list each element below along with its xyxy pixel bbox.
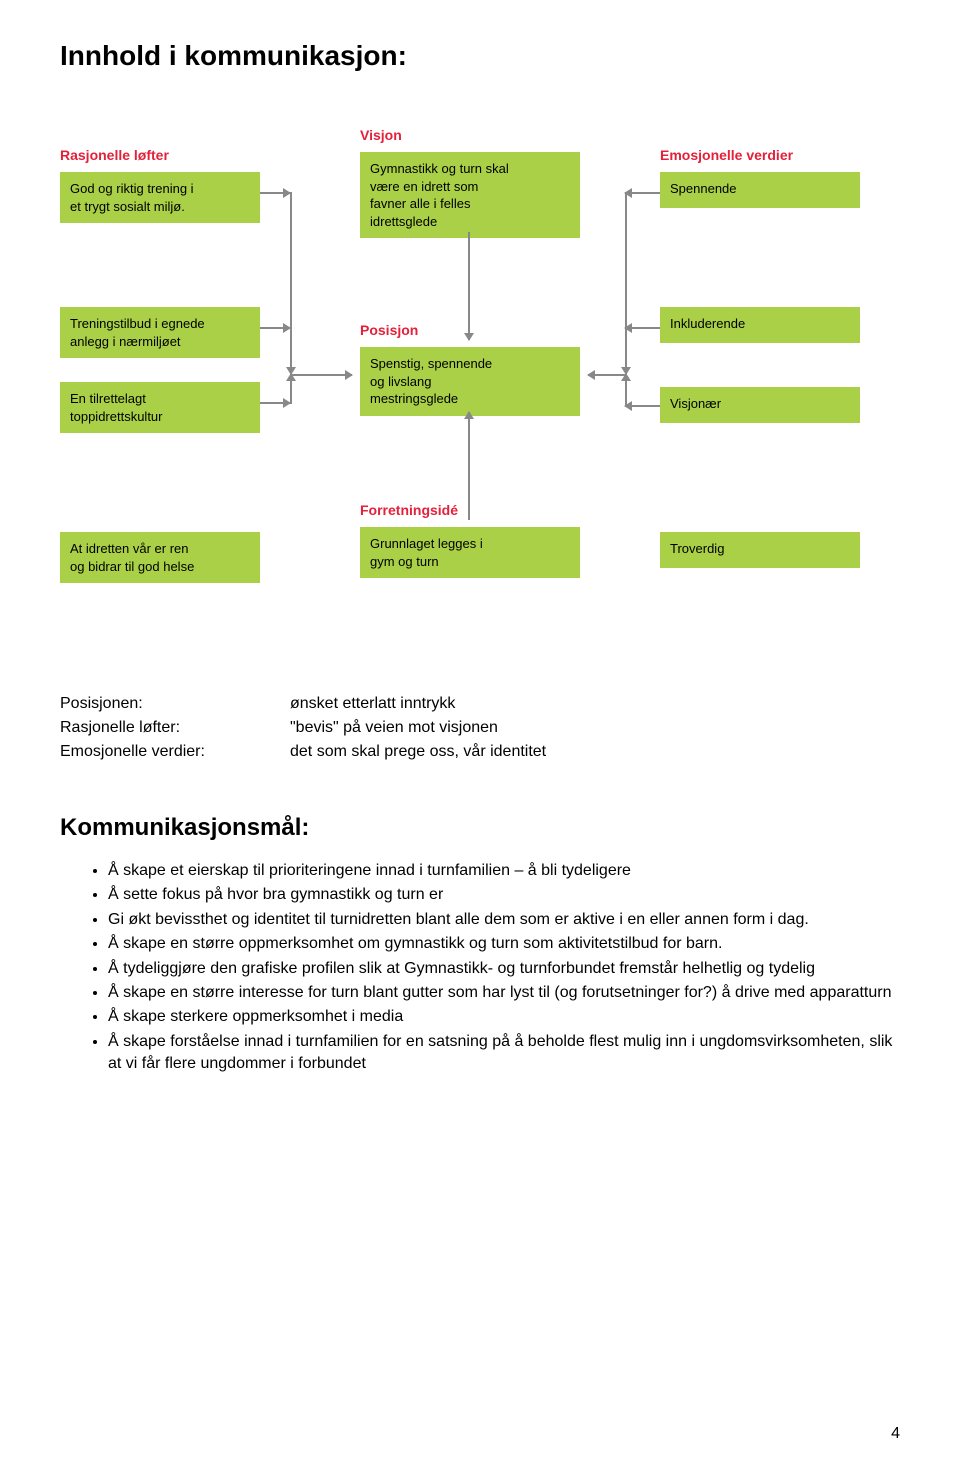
definitions-block: Posisjonen: ønsket etterlatt inntrykk Ra…	[60, 692, 900, 764]
goals-heading: Kommunikasjonsmål:	[60, 814, 900, 842]
box-right-1: Spennende	[660, 172, 860, 208]
arrow-left1-down	[290, 192, 292, 374]
goals-list: Å skape et eierskap til prioriteringene …	[60, 860, 900, 1076]
arrow-left3-stub	[260, 402, 290, 404]
label-rasjonelle: Rasjonelle løfter	[60, 147, 169, 163]
box-left-4: At idretten vår er ren og bidrar til god…	[60, 532, 260, 583]
arrow-visjon-down	[468, 232, 470, 340]
label-emosjonelle: Emosjonelle verdier	[660, 147, 793, 163]
def-row: Emosjonelle verdier: det som skal prege …	[60, 740, 900, 764]
box-right-3: Visjonær	[660, 387, 860, 423]
box-left-2: Treningstilbud i egnede anlegg i nærmilj…	[60, 307, 260, 358]
goal-item: Å skape et eierskap til prioriteringene …	[108, 860, 900, 882]
goal-item: Gi økt bevissthet og identitet til turni…	[108, 909, 900, 931]
arrow-left3-up	[290, 374, 292, 404]
def-row: Posisjonen: ønsket etterlatt inntrykk	[60, 692, 900, 716]
goal-item: Å tydeliggjøre den grafiske profilen sli…	[108, 958, 900, 980]
def-desc: "bevis" på veien mot visjonen	[290, 716, 498, 740]
box-right-2: Inkluderende	[660, 307, 860, 343]
arrow-left1-stub	[260, 192, 290, 194]
box-center-bottom: Grunnlaget legges i gym og turn	[360, 527, 580, 578]
arrow-right2-stub	[625, 327, 660, 329]
arrow-left-to-center	[290, 374, 352, 376]
arrow-right1-stub	[625, 192, 660, 194]
box-left-3: En tilrettelagt toppidrettskultur	[60, 382, 260, 433]
goal-item: Å skape en større interesse for turn bla…	[108, 982, 900, 1004]
page-number: 4	[891, 1425, 900, 1443]
arrow-right-to-center	[588, 374, 625, 376]
arrow-right3-stub	[625, 405, 660, 407]
arrow-right1-down	[625, 192, 627, 374]
box-left-1: God og riktig trening i et trygt sosialt…	[60, 172, 260, 223]
page-title: Innhold i kommunikasjon:	[60, 40, 900, 72]
arrow-left2-stub	[260, 327, 290, 329]
label-visjon: Visjon	[360, 127, 402, 143]
box-right-4: Troverdig	[660, 532, 860, 568]
arrow-right3-up	[625, 374, 627, 407]
goal-item: Å skape forståelse innad i turnfamilien …	[108, 1031, 900, 1076]
def-desc: det som skal prege oss, vår identitet	[290, 740, 546, 764]
box-center-top: Gymnastikk og turn skal være en idrett s…	[360, 152, 580, 238]
def-term: Posisjonen:	[60, 692, 290, 716]
label-forretningside: Forretningsidé	[360, 502, 458, 518]
goal-item: Å skape en større oppmerksomhet om gymna…	[108, 933, 900, 955]
def-row: Rasjonelle løfter: "bevis" på veien mot …	[60, 716, 900, 740]
def-term: Emosjonelle verdier:	[60, 740, 290, 764]
goal-item: Å sette fokus på hvor bra gymnastikk og …	[108, 884, 900, 906]
arrow-forretning-up	[468, 412, 470, 520]
communication-diagram: Rasjonelle løfter Visjon Emosjonelle ver…	[60, 112, 900, 652]
goal-item: Å skape sterkere oppmerksomhet i media	[108, 1006, 900, 1028]
label-posisjon: Posisjon	[360, 322, 418, 338]
def-desc: ønsket etterlatt inntrykk	[290, 692, 455, 716]
def-term: Rasjonelle løfter:	[60, 716, 290, 740]
box-center-mid: Spenstig, spennende og livslang mestring…	[360, 347, 580, 416]
